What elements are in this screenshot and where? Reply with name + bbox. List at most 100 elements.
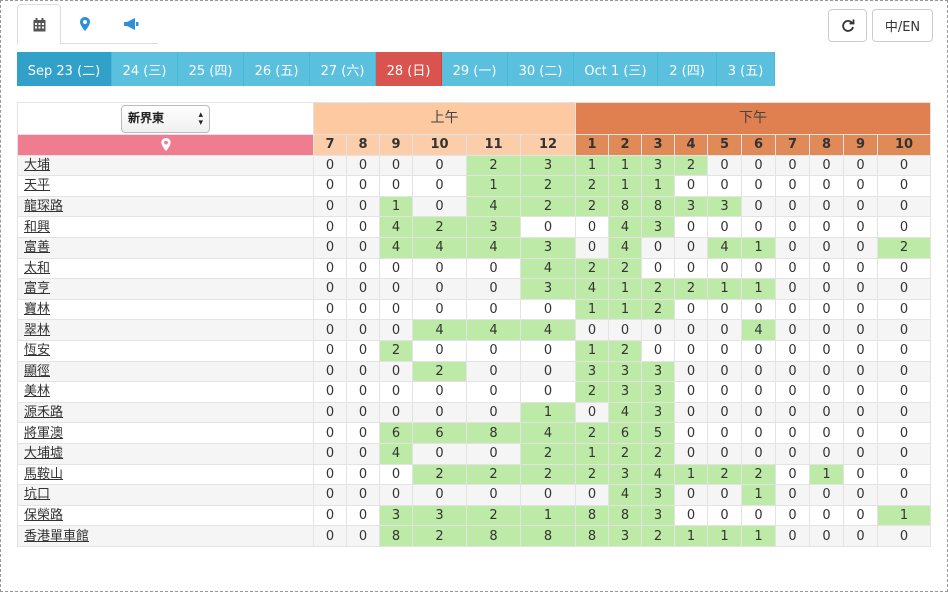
count-cell: 0 — [412, 339, 467, 362]
count-cell: 1 — [608, 154, 642, 177]
location-link[interactable]: 寶林 — [17, 298, 314, 321]
location-link[interactable]: 翠林 — [17, 319, 314, 341]
count-cell: 0 — [313, 216, 347, 238]
count-cell: 0 — [877, 360, 931, 383]
location-link[interactable]: 美林 — [17, 381, 314, 403]
tab-map[interactable] — [63, 4, 107, 44]
count-cell: 6 — [379, 422, 413, 444]
count-cell: 0 — [346, 195, 380, 218]
date-tab[interactable]: 30 (二) — [508, 52, 574, 86]
date-tab[interactable]: Sep 23 (二) — [17, 52, 112, 86]
count-cell: 4 — [466, 236, 521, 259]
date-tab[interactable]: 24 (三) — [112, 52, 178, 86]
location-link[interactable]: 香港單車館 — [17, 525, 314, 547]
count-cell: 0 — [674, 422, 708, 444]
count-cell: 2 — [641, 298, 675, 321]
count-cell: 0 — [775, 339, 810, 362]
count-cell: 1 — [707, 278, 742, 300]
count-cell: 0 — [641, 339, 675, 362]
location-link[interactable]: 大埔 — [17, 154, 314, 177]
count-cell: 0 — [809, 319, 844, 341]
count-cell: 0 — [641, 236, 675, 259]
count-cell: 0 — [313, 422, 347, 444]
count-cell: 1 — [575, 442, 609, 465]
count-cell: 0 — [877, 463, 931, 486]
region-select-cell: 新界東 ▴ ▾ — [17, 102, 314, 135]
location-link[interactable]: 顯徑 — [17, 360, 314, 383]
count-cell: 0 — [843, 216, 878, 238]
count-cell: 0 — [741, 442, 776, 465]
count-cell: 0 — [843, 463, 878, 486]
location-link[interactable]: 恆安 — [17, 339, 314, 362]
location-link[interactable]: 富亨 — [17, 278, 314, 300]
region-select[interactable]: 新界東 ▴ ▾ — [121, 104, 210, 133]
select-arrows-icon: ▴ ▾ — [198, 109, 203, 128]
location-link[interactable]: 龍琛路 — [17, 195, 314, 218]
count-cell: 0 — [741, 401, 776, 424]
count-cell: 4 — [379, 216, 413, 238]
table-row: 太和 0 0 0 0 0 4 2 2 0 0 0 0 0 0 0 0 — [17, 257, 931, 280]
location-link[interactable]: 大埔墟 — [17, 442, 314, 465]
count-cell: 4 — [707, 236, 742, 259]
count-cell: 0 — [741, 257, 776, 280]
count-cell: 0 — [741, 422, 776, 444]
location-link[interactable]: 富善 — [17, 236, 314, 259]
count-cell: 0 — [412, 298, 467, 321]
count-cell: 0 — [313, 381, 347, 403]
count-cell: 0 — [575, 236, 609, 259]
language-toggle-button[interactable]: 中/EN — [872, 9, 933, 42]
count-cell: 3 — [575, 360, 609, 383]
count-cell: 0 — [843, 484, 878, 506]
location-link[interactable]: 坑口 — [17, 484, 314, 506]
hour-header: 7 — [775, 134, 810, 156]
count-cell: 0 — [466, 401, 521, 424]
count-cell: 0 — [346, 298, 380, 321]
date-tab[interactable]: 3 (五) — [717, 52, 775, 86]
count-cell: 0 — [843, 298, 878, 321]
location-link[interactable]: 天平 — [17, 175, 314, 197]
date-tab[interactable]: 26 (五) — [244, 52, 310, 86]
count-cell: 0 — [775, 401, 810, 424]
count-cell: 0 — [707, 504, 742, 527]
date-tab[interactable]: 2 (四) — [658, 52, 717, 86]
date-tab[interactable]: 25 (四) — [178, 52, 244, 86]
count-cell: 0 — [877, 298, 931, 321]
location-link[interactable]: 馬鞍山 — [17, 463, 314, 486]
tab-calendar[interactable] — [17, 4, 61, 45]
count-cell: 0 — [346, 339, 380, 362]
count-cell: 0 — [379, 463, 413, 486]
count-cell: 0 — [809, 257, 844, 280]
location-link[interactable]: 保榮路 — [17, 504, 314, 527]
count-cell: 2 — [641, 525, 675, 547]
count-cell: 0 — [741, 381, 776, 403]
count-cell: 0 — [412, 442, 467, 465]
date-tab[interactable]: 28 (日) — [376, 52, 442, 86]
location-link[interactable]: 太和 — [17, 257, 314, 280]
count-cell: 0 — [379, 278, 413, 300]
count-cell: 0 — [775, 216, 810, 238]
tab-announcements[interactable] — [109, 4, 153, 44]
location-link[interactable]: 將軍澳 — [17, 422, 314, 444]
location-link[interactable]: 和興 — [17, 216, 314, 238]
count-cell: 0 — [775, 463, 810, 486]
count-cell: 2 — [466, 463, 521, 486]
count-cell: 3 — [412, 504, 467, 527]
count-cell: 2 — [520, 442, 576, 465]
count-cell: 0 — [843, 236, 878, 259]
location-link[interactable]: 源禾路 — [17, 401, 314, 424]
count-cell: 1 — [707, 525, 742, 547]
megaphone-icon — [124, 18, 139, 30]
date-tab[interactable]: 27 (六) — [310, 52, 376, 86]
count-cell: 0 — [843, 442, 878, 465]
count-cell: 0 — [412, 175, 467, 197]
date-tab[interactable]: Oct 1 (三) — [574, 52, 658, 86]
refresh-button[interactable] — [828, 9, 867, 42]
count-cell: 0 — [877, 216, 931, 238]
date-tab[interactable]: 29 (一) — [442, 52, 508, 86]
count-cell: 0 — [674, 442, 708, 465]
count-cell: 4 — [520, 422, 576, 444]
count-cell: 0 — [877, 484, 931, 506]
count-cell: 0 — [707, 216, 742, 238]
count-cell: 0 — [674, 339, 708, 362]
count-cell: 0 — [674, 175, 708, 197]
